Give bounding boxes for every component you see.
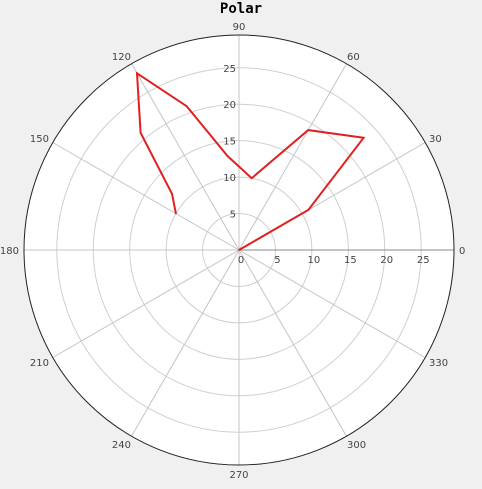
radial-tick-label-axis: 10: [308, 255, 321, 266]
radial-tick-label-axis: 5: [274, 255, 280, 266]
angle-tick-label: 210: [30, 358, 49, 369]
data-point: [139, 131, 142, 134]
radial-tick-label: 5: [230, 210, 236, 221]
data-point: [136, 72, 138, 75]
radial-tick-label-axis: 20: [380, 255, 393, 266]
angular-grid-line: [238, 249, 426, 358]
radial-tick-label-axis: 15: [344, 255, 357, 266]
data-point: [171, 192, 173, 195]
radial-tick-label: 15: [223, 137, 236, 148]
outer-circle: [23, 34, 455, 466]
angular-grid-line: [238, 249, 347, 437]
radial-tick-label: 25: [223, 64, 236, 75]
angle-tick-label: 90: [233, 22, 246, 33]
data-point: [238, 249, 240, 251]
data-point: [175, 212, 177, 215]
data-point: [226, 155, 229, 157]
chart-title: Polar: [219, 1, 263, 17]
angle-tick-label: 150: [30, 134, 49, 145]
angular-grid-line: [131, 249, 240, 437]
angle-tick-label: 330: [429, 358, 448, 369]
data-point: [307, 209, 310, 211]
angle-tick-label: 60: [347, 52, 360, 63]
angular-grid-line: [52, 249, 240, 358]
angle-tick-label: 120: [112, 52, 131, 63]
radial-tick-label: 10: [223, 173, 236, 184]
angle-tick-label: 180: [0, 246, 19, 257]
data-point: [362, 137, 365, 139]
angular-grid-line: [131, 63, 240, 251]
data-point: [307, 129, 310, 131]
data-point: [250, 177, 253, 180]
data-point: [185, 105, 188, 107]
angle-tick-label: 30: [429, 134, 442, 145]
angular-grid-line: [238, 63, 347, 251]
angle-tick-label: 300: [347, 440, 366, 451]
angle-tick-label: 0: [459, 246, 465, 257]
radial-tick-label-axis: 25: [417, 255, 430, 266]
angle-tick-label: 270: [229, 470, 248, 481]
angular-grid-line: [52, 142, 240, 251]
radial-tick-label-axis: 0: [238, 255, 244, 266]
angle-tick-label: 240: [112, 440, 131, 451]
radial-tick-label: 20: [223, 100, 236, 111]
